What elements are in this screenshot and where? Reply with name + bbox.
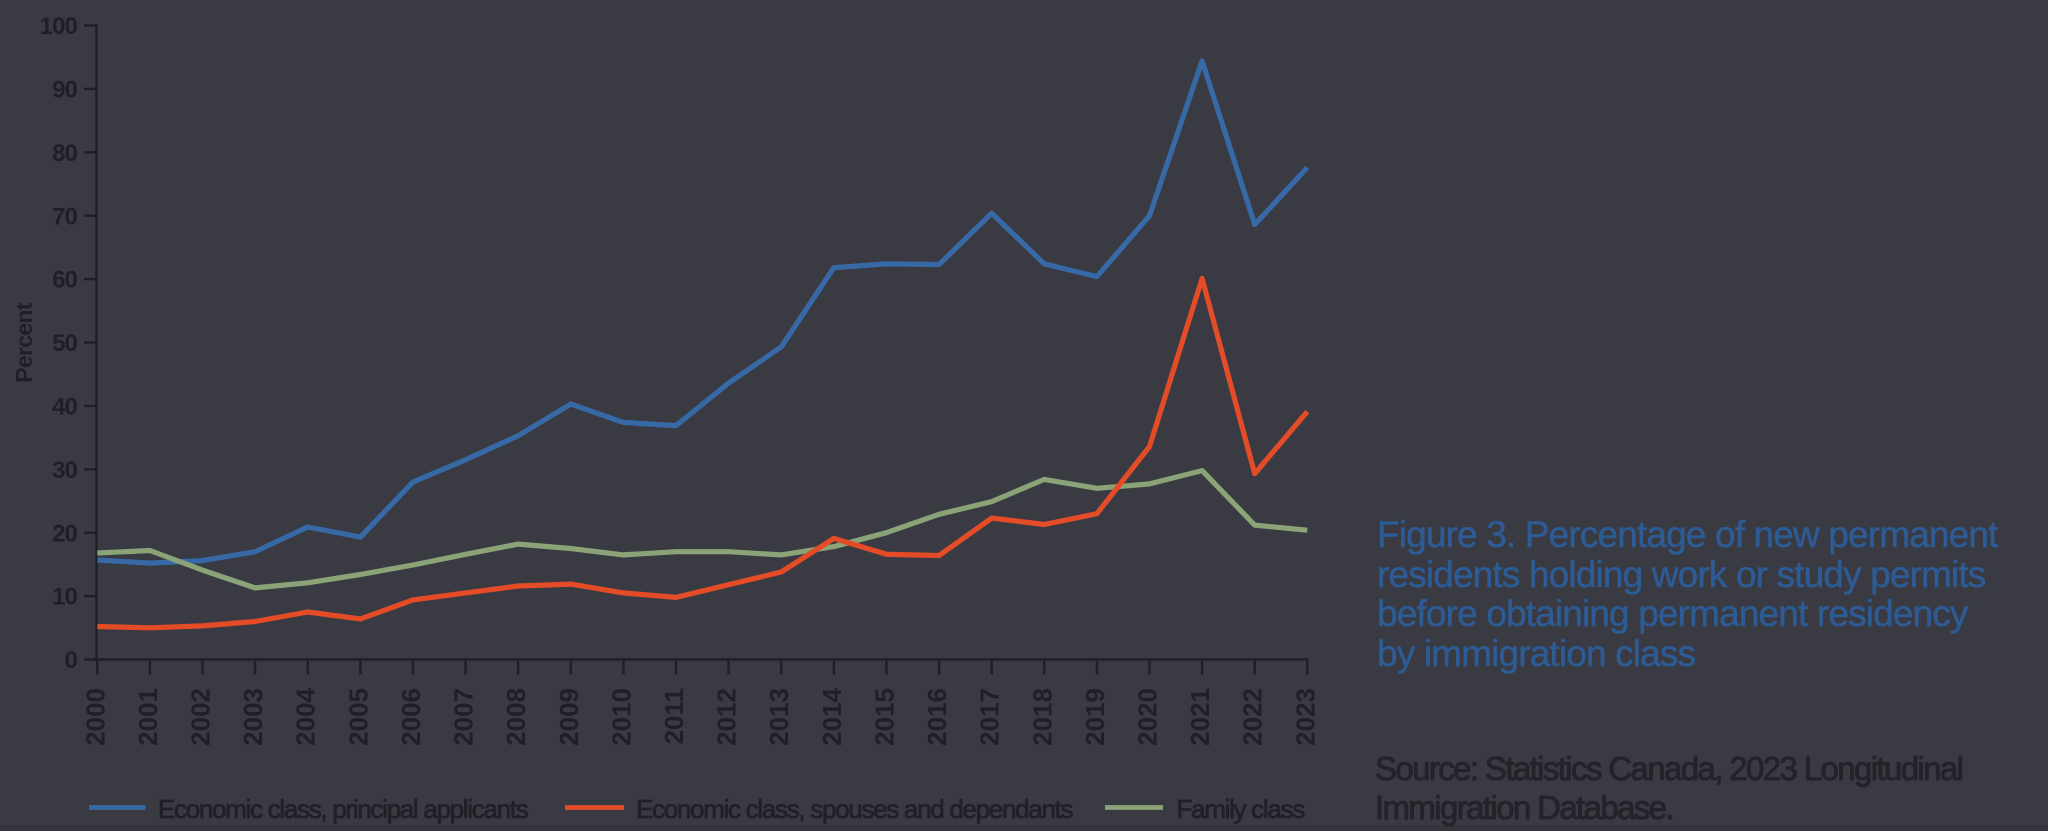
svg-text:Percent: Percent — [11, 302, 37, 383]
svg-text:2006: 2006 — [396, 688, 426, 746]
svg-text:Family class: Family class — [1177, 794, 1306, 824]
svg-text:30: 30 — [52, 457, 77, 484]
svg-text:2000: 2000 — [80, 688, 110, 746]
svg-text:2017: 2017 — [975, 688, 1005, 746]
svg-text:50: 50 — [52, 330, 77, 357]
svg-text:Economic class, principal appl: Economic class, principal applicants — [158, 794, 529, 824]
svg-text:60: 60 — [52, 267, 77, 294]
svg-text:2008: 2008 — [501, 688, 531, 746]
svg-text:40: 40 — [52, 394, 77, 421]
svg-text:2018: 2018 — [1027, 688, 1057, 746]
svg-text:2005: 2005 — [343, 688, 373, 746]
svg-text:2014: 2014 — [817, 687, 847, 745]
svg-text:2009: 2009 — [554, 688, 584, 746]
svg-text:2003: 2003 — [238, 688, 268, 746]
svg-text:80: 80 — [52, 140, 77, 167]
svg-text:0: 0 — [65, 647, 78, 674]
svg-text:2015: 2015 — [869, 688, 899, 746]
svg-text:70: 70 — [52, 203, 77, 230]
svg-text:2001: 2001 — [133, 688, 163, 746]
svg-text:2004: 2004 — [291, 687, 321, 745]
svg-text:2011: 2011 — [659, 688, 689, 744]
svg-text:2021: 2021 — [1185, 688, 1215, 746]
svg-text:2013: 2013 — [764, 688, 794, 746]
svg-text:2020: 2020 — [1133, 688, 1163, 746]
svg-text:90: 90 — [52, 77, 77, 104]
svg-text:2016: 2016 — [922, 688, 952, 746]
svg-text:2019: 2019 — [1080, 688, 1110, 746]
svg-text:20: 20 — [52, 520, 77, 547]
svg-text:2022: 2022 — [1238, 688, 1268, 746]
svg-text:Economic class, spouses and de: Economic class, spouses and dependants — [636, 794, 1074, 824]
svg-text:100: 100 — [40, 13, 78, 40]
svg-text:2023: 2023 — [1290, 688, 1320, 746]
svg-text:10: 10 — [52, 584, 77, 611]
svg-text:2007: 2007 — [449, 688, 479, 746]
svg-text:2012: 2012 — [712, 688, 742, 746]
svg-text:2002: 2002 — [186, 688, 216, 746]
svg-text:2010: 2010 — [606, 688, 636, 746]
